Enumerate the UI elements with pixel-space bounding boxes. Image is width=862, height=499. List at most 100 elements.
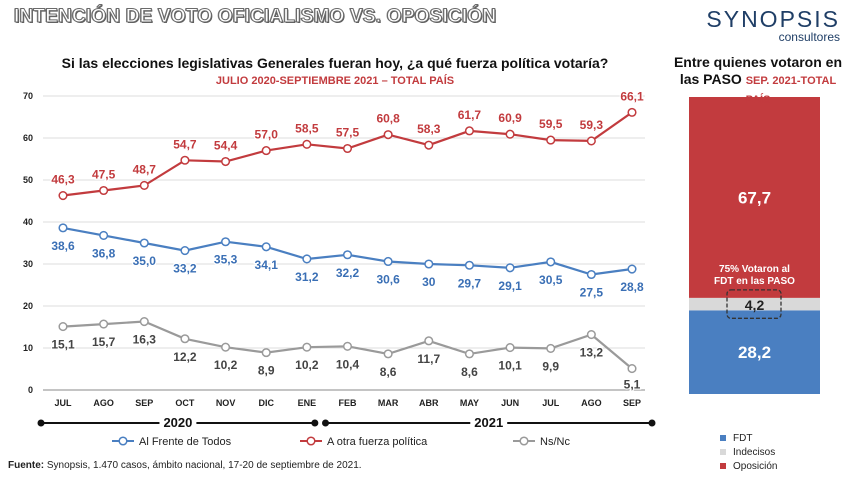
data-point (99, 185, 109, 196)
legend-label: A otra fuerza política (327, 436, 428, 448)
data-label: 30,6 (376, 272, 400, 286)
year-axis-dot (322, 419, 329, 427)
year-axis-dot (311, 419, 319, 427)
source-label: Fuente: (8, 460, 45, 471)
data-label: 34,1 (255, 258, 279, 272)
y-tick-label: 10 (23, 343, 33, 353)
data-label: 10,1 (498, 359, 522, 373)
data-label: 59,3 (580, 118, 604, 132)
annotation-line2: FDT en las PASO (714, 276, 795, 287)
x-tick-label: ENE (298, 398, 317, 408)
data-point (261, 348, 271, 358)
chart-title: Si las elecciones legislativas Generales… (61, 55, 609, 71)
brand-logo: SYNOPSIS consultores (706, 6, 840, 44)
data-point (342, 143, 353, 154)
data-label: 12,2 (173, 350, 197, 364)
data-label: 59,5 (539, 117, 563, 131)
stacked-legend-swatch (720, 435, 726, 441)
data-point (383, 130, 393, 140)
data-label: 60,9 (498, 111, 522, 125)
data-label: 47,5 (92, 168, 116, 182)
chart-subtitle: JULIO 2020-SEPTIEMBRE 2021 – TOTAL PAÍS (215, 75, 455, 87)
data-label: 58,5 (295, 121, 319, 135)
stacked-segment (689, 97, 820, 298)
data-label: 11,7 (417, 352, 440, 366)
data-point (180, 155, 190, 165)
x-tick-label: OCT (175, 398, 195, 408)
data-point (221, 156, 231, 167)
data-label: 29,7 (458, 276, 482, 290)
data-point (261, 242, 271, 252)
data-label: 36,8 (92, 246, 116, 260)
stacked-segment (689, 310, 820, 394)
stacked-chart-title: Entre quienes votaron en las PASO SEP. 2… (668, 54, 848, 109)
x-tick-label: SEP (623, 398, 641, 408)
header-title: INTENCIÓN DE VOTO OFICIALISMO VS. OPOSIC… (13, 6, 497, 28)
stacked-chart-title-note: SEP. 2021-TOTAL PAÍS (745, 75, 837, 106)
y-tick-label: 0 (28, 385, 33, 395)
data-point (546, 343, 556, 353)
segment-label: 4,2 (745, 297, 765, 313)
data-point (302, 254, 312, 264)
data-label: 16,3 (133, 333, 157, 347)
data-point (58, 190, 68, 201)
data-point (58, 322, 68, 332)
data-label: 48,7 (133, 162, 157, 176)
annotation-line1: 75% Votaron al (719, 264, 790, 275)
data-point (139, 316, 149, 327)
legend-marker (306, 436, 316, 446)
legend-marker (519, 436, 529, 446)
brand-name: SYNOPSIS (706, 6, 840, 32)
data-point (221, 342, 231, 352)
data-label: 33,2 (173, 262, 197, 276)
data-point (627, 107, 637, 117)
data-point (424, 259, 434, 269)
x-tick-label: JUL (542, 398, 560, 408)
x-tick-label: JUL (54, 398, 72, 408)
data-point (99, 230, 109, 240)
data-point (627, 264, 637, 274)
stacked-legend-swatch (720, 463, 726, 469)
data-label: 57,0 (255, 128, 279, 142)
x-tick-label: NOV (216, 398, 236, 408)
data-label: 8,6 (380, 365, 397, 379)
data-point (342, 341, 353, 351)
x-tick-label: MAR (378, 398, 399, 408)
data-label: 13,2 (580, 346, 604, 360)
data-point (464, 126, 474, 136)
stacked-legend-label: FDT (733, 433, 752, 444)
data-point (424, 140, 434, 150)
data-label: 27,5 (580, 286, 604, 300)
y-tick-label: 30 (23, 259, 33, 269)
stacked-chart-title-text: Entre quienes votaron en las PASO (673, 54, 843, 87)
data-label: 28,8 (620, 280, 644, 294)
x-tick-label: FEB (339, 398, 358, 408)
x-tick-label: AGO (581, 398, 602, 408)
data-label: 8,6 (461, 365, 478, 379)
y-tick-label: 50 (23, 175, 33, 185)
data-point (221, 237, 231, 247)
legend-marker (118, 436, 128, 446)
data-point (586, 136, 596, 146)
x-tick-label: MAY (460, 398, 479, 408)
data-point (505, 263, 515, 273)
data-point (627, 364, 637, 374)
data-label: 31,2 (295, 270, 319, 284)
data-label: 10,4 (336, 357, 360, 371)
data-label: 46,3 (51, 173, 75, 187)
year-axis-dot (648, 419, 656, 427)
data-label: 35,0 (133, 254, 157, 268)
source-text: Synopsis, 1.470 casos, ámbito nacional, … (44, 460, 362, 471)
data-label: 9,9 (542, 359, 559, 373)
data-point (261, 146, 271, 156)
data-point (505, 129, 515, 139)
year-label-bg (470, 414, 508, 431)
stacked-segment (689, 297, 820, 311)
data-point (464, 260, 474, 270)
data-label: 32,2 (336, 266, 360, 280)
data-point (302, 139, 312, 149)
data-label: 15,7 (92, 335, 116, 349)
data-point (383, 256, 393, 267)
data-label: 8,9 (258, 364, 275, 378)
